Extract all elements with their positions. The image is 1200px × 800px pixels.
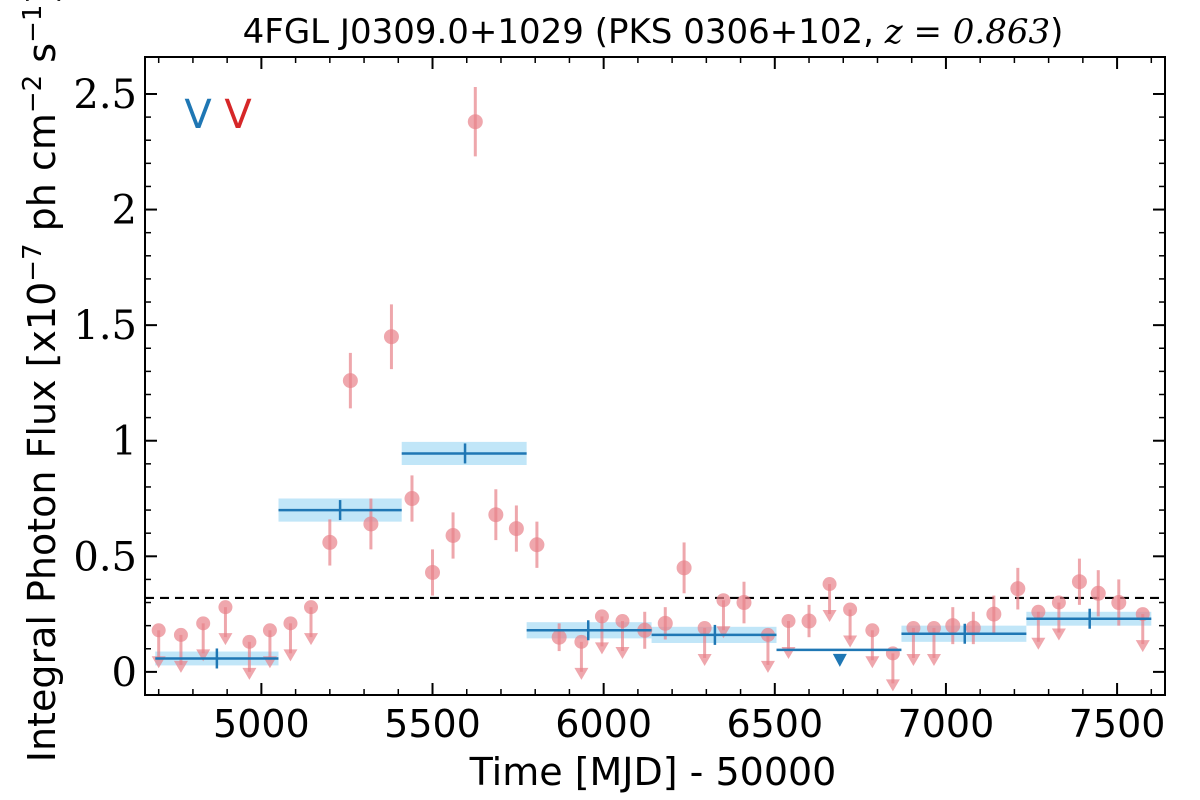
title-main: 4FGL J0309.0+1029 (PKS 0306+102,: [243, 12, 885, 52]
data-point: [404, 491, 420, 507]
data-point: [363, 516, 379, 532]
long-bin-upper-limit-arrowhead: [832, 653, 847, 667]
upper-limit-point: [822, 577, 837, 592]
upper-limit-point: [242, 634, 257, 649]
data-point: [467, 114, 483, 130]
x-tick-label: 5000: [213, 702, 310, 746]
upper-limit-arrowhead: [865, 656, 880, 669]
upper-limit-point: [697, 620, 712, 635]
legend-mark-short-bins: V: [224, 92, 252, 138]
data-point: [736, 595, 752, 611]
ylabel-exp3: −1: [18, 5, 48, 43]
upper-limit-point: [615, 614, 630, 629]
upper-limit-point: [173, 627, 188, 642]
upper-limit-point: [574, 634, 589, 649]
upper-limit-arrowhead: [697, 653, 712, 666]
x-tick-label: 7500: [1069, 702, 1166, 746]
upper-limit-point: [843, 602, 858, 617]
upper-limit-arrowhead: [304, 633, 319, 646]
upper-limit-point: [1031, 604, 1046, 619]
upper-limit-point: [885, 646, 900, 661]
upper-limit-arrowhead: [615, 647, 630, 660]
data-point: [1010, 581, 1026, 597]
data-point: [1090, 585, 1106, 601]
upper-limit-point: [594, 609, 609, 624]
upper-limit-arrowhead: [1031, 637, 1046, 650]
upper-limit-arrowhead: [906, 653, 921, 666]
upper-limit-arrowhead: [594, 642, 609, 655]
ylabel-mid2: s: [20, 43, 64, 75]
upper-limit-arrowhead: [716, 626, 731, 639]
y-tick-label: 2.5: [73, 72, 137, 118]
legend-mark-long-bins: V: [184, 92, 212, 138]
data-point: [1111, 595, 1127, 611]
upper-limit-arrowhead: [242, 667, 257, 680]
upper-limit-point: [906, 620, 921, 635]
y-axis-label: Integral Photon Flux [x10−7 ph cm−2 s−1]: [18, 0, 64, 762]
upper-limit-arrowhead: [1051, 628, 1066, 641]
data-point: [529, 537, 545, 553]
upper-limit-arrowhead: [843, 635, 858, 648]
data-point: [488, 507, 504, 523]
upper-limit-arrowhead: [1135, 640, 1150, 653]
upper-limit-point: [1051, 595, 1066, 610]
y-tick-label: 0: [112, 650, 137, 696]
upper-limit-point: [781, 614, 796, 629]
x-axis-label: Time [MJD] - 50000: [469, 750, 837, 794]
data-point: [657, 615, 673, 631]
upper-limit-arrowhead: [173, 660, 188, 673]
upper-limit-point: [151, 623, 166, 638]
data-point: [551, 629, 567, 645]
upper-limit-arrowhead: [283, 649, 298, 662]
y-tick-label: 1: [112, 419, 137, 465]
ylabel-close: ]: [20, 0, 64, 5]
upper-limit-point: [304, 600, 319, 615]
ylabel-main: Integral Photon Flux [x10: [20, 282, 64, 763]
data-point: [986, 606, 1002, 622]
upper-limit-arrowhead: [574, 667, 589, 680]
data-point: [1071, 574, 1087, 590]
upper-limit-arrowhead: [822, 610, 837, 623]
upper-limit-arrowhead: [885, 679, 900, 692]
ylabel-mid: ph cm: [20, 113, 64, 243]
ylabel-exp2: −2: [18, 75, 48, 113]
upper-limit-point: [716, 593, 731, 608]
upper-limit-point: [926, 620, 941, 635]
upper-limit-arrowhead: [196, 649, 211, 662]
y-tick-label: 0.5: [73, 534, 137, 580]
upper-limit-point: [865, 623, 880, 638]
y-tick-label: 2: [112, 188, 137, 234]
data-point: [425, 564, 441, 580]
upper-limit-point: [283, 616, 298, 631]
data-point: [342, 373, 358, 389]
ylabel-exp: −7: [18, 243, 48, 281]
chart-title: 4FGL J0309.0+1029 (PKS 0306+102, z = 0.8…: [243, 12, 1064, 52]
y-tick-label: 1.5: [73, 303, 137, 349]
x-tick-label: 5500: [384, 702, 481, 746]
title-math: z = 0.863: [884, 12, 1050, 52]
plot-frame: [144, 56, 1166, 696]
upper-limit-arrowhead: [926, 653, 941, 666]
upper-limit-point: [196, 616, 211, 631]
upper-limit-point: [262, 623, 277, 638]
title-close: ): [1050, 12, 1063, 52]
data-point: [801, 613, 817, 629]
data-point: [322, 534, 338, 550]
upper-limit-arrowhead: [760, 660, 775, 673]
data-point: [383, 329, 399, 345]
upper-limit-point: [218, 600, 233, 615]
data-point: [945, 618, 961, 634]
data-point: [676, 560, 692, 576]
data-point: [965, 620, 981, 636]
x-tick-label: 7000: [898, 702, 995, 746]
x-tick-label: 6000: [555, 702, 652, 746]
x-tick-label: 6500: [726, 702, 823, 746]
data-point: [445, 528, 461, 543]
upper-limit-arrowhead: [218, 633, 233, 646]
data-point: [508, 521, 524, 537]
